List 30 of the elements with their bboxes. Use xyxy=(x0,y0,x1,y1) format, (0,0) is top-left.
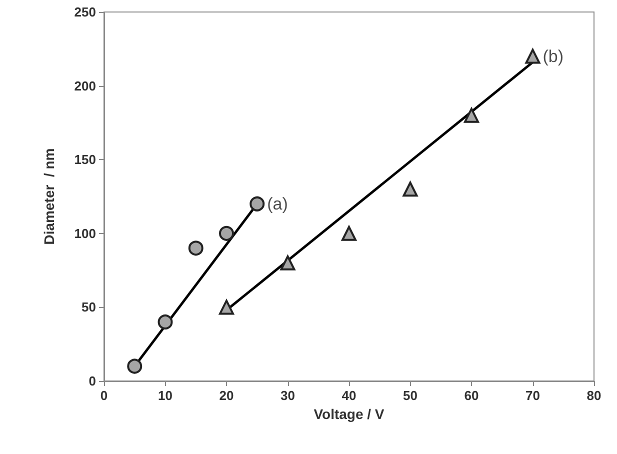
x-tick-label: 60 xyxy=(464,388,479,403)
point xyxy=(250,196,265,212)
x-tick-label: 10 xyxy=(158,388,172,403)
point xyxy=(402,182,418,197)
y-tick-label: 0 xyxy=(88,374,96,388)
point xyxy=(219,300,234,315)
point xyxy=(188,240,204,256)
y-tick-label: 150 xyxy=(74,152,96,168)
x-tick-label: 40 xyxy=(342,388,356,403)
point xyxy=(158,314,173,330)
point xyxy=(342,226,356,241)
point xyxy=(464,108,479,123)
point xyxy=(280,255,296,270)
point xyxy=(219,226,234,241)
x-tick-label: 0 xyxy=(100,388,108,403)
annotation: (b) xyxy=(542,46,564,66)
point xyxy=(525,48,540,64)
y-tick-label: 250 xyxy=(74,4,96,20)
x-axis-title: Voltage / V xyxy=(314,406,385,422)
x-tick-label: 70 xyxy=(526,388,540,403)
x-tick-label: 80 xyxy=(586,388,602,403)
point xyxy=(127,358,142,374)
x-tick-label: 30 xyxy=(280,388,295,403)
x-tick-label: 20 xyxy=(219,388,234,403)
annotation: (a) xyxy=(267,194,288,214)
y-tick-label: 50 xyxy=(82,300,96,315)
x-tick-label: 50 xyxy=(403,388,418,403)
y-axis-title: Diameter / nm xyxy=(41,148,57,245)
y-tick-label: 200 xyxy=(74,78,96,94)
y-tick-label: 100 xyxy=(74,226,96,241)
